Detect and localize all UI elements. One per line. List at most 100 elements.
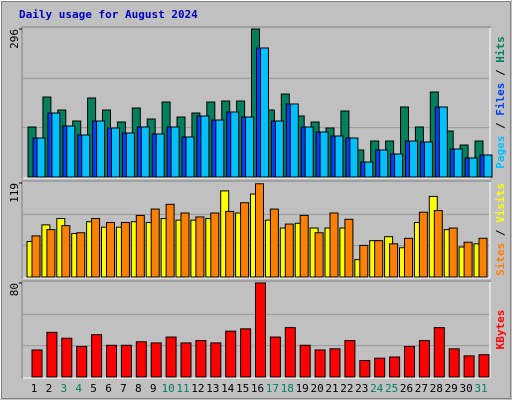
bar (404, 345, 415, 378)
x-tick-label: 20 (310, 382, 323, 395)
bar (106, 221, 115, 278)
bar (140, 126, 150, 178)
bar (344, 340, 356, 378)
bar (81, 134, 91, 178)
x-tick-label: 26 (400, 382, 413, 395)
bar (31, 235, 41, 278)
bar (314, 232, 324, 278)
x-tick-label: 15 (236, 382, 249, 395)
bar (438, 106, 448, 178)
x-tick-label: 19 (296, 382, 309, 395)
chart-title: Daily usage for August 2024 (19, 8, 198, 21)
bar (111, 127, 120, 178)
bar (215, 119, 225, 178)
x-tick-label: 8 (135, 382, 142, 395)
bar (185, 136, 195, 178)
x-tick-label: 7 (120, 382, 127, 395)
bar (260, 47, 269, 178)
bar (269, 208, 279, 278)
bar (483, 154, 493, 178)
bar (463, 355, 475, 378)
bar (344, 218, 354, 278)
bar (255, 183, 264, 278)
legend-entry: KBytes (494, 310, 507, 350)
bar (448, 227, 458, 278)
bar (210, 342, 222, 378)
bar (76, 345, 88, 378)
bar (106, 344, 117, 378)
bar (200, 115, 210, 178)
bar (379, 149, 389, 178)
x-tick-label: 30 (459, 382, 472, 395)
legend-separator: / (494, 223, 507, 243)
bar (274, 120, 284, 178)
bar (409, 140, 418, 178)
bar (433, 210, 443, 278)
bar (61, 225, 71, 278)
bar (245, 116, 255, 178)
bar (314, 349, 326, 378)
x-tick-label: 13 (206, 382, 219, 395)
legend-entry: Visits (494, 183, 507, 223)
bar (91, 334, 103, 378)
bar (195, 340, 207, 378)
bar (150, 208, 160, 278)
x-tick-label: 17 (266, 382, 279, 395)
bar (374, 357, 386, 378)
bar (155, 133, 165, 178)
x-tick-label: 21 (325, 382, 338, 395)
bar (91, 218, 101, 278)
x-tick-label: 23 (355, 382, 368, 395)
bar (299, 344, 311, 378)
bar (76, 232, 86, 278)
bar (319, 131, 329, 178)
bar (195, 216, 205, 278)
bar (299, 214, 309, 278)
y-tick-label: 119 (8, 183, 21, 203)
x-tick-label: 9 (150, 382, 157, 395)
bar (359, 244, 369, 278)
x-tick-label: 18 (281, 382, 294, 395)
bar (433, 327, 445, 378)
x-tick-label: 11 (176, 382, 189, 395)
bar (125, 132, 135, 178)
bar (284, 223, 294, 278)
bar (225, 210, 235, 278)
bar (389, 356, 401, 378)
bar (284, 327, 296, 378)
bar (364, 161, 374, 178)
bar (418, 211, 428, 278)
bar (170, 126, 180, 178)
legend: Sites / Visits (494, 183, 507, 276)
y-tick-label: 80 (8, 283, 21, 296)
legend: KBytes (494, 310, 507, 350)
bar (240, 202, 250, 278)
bar (478, 354, 490, 378)
legend-separator: / (494, 116, 507, 136)
x-tick-label: 29 (445, 382, 458, 395)
bar (230, 111, 240, 178)
bar (150, 342, 162, 378)
bar (61, 337, 73, 378)
legend-entry: Sites (494, 243, 507, 276)
bar (255, 282, 266, 378)
bar (468, 157, 478, 178)
bar (225, 330, 237, 378)
bar (31, 349, 43, 378)
y-tick-label: 296 (8, 29, 21, 49)
legend: Pages / Files / Hits (494, 36, 507, 169)
bar (329, 212, 339, 278)
x-tick-label: 5 (90, 382, 97, 395)
bar (374, 240, 384, 278)
x-tick-label: 22 (340, 382, 353, 395)
bar (46, 229, 56, 278)
x-tick-label: 27 (415, 382, 428, 395)
bar (210, 212, 220, 278)
legend-entry: Files (494, 83, 507, 116)
bar (389, 243, 399, 278)
bar (96, 120, 106, 178)
bar (165, 203, 175, 278)
bar (46, 331, 58, 378)
bar (334, 135, 344, 178)
